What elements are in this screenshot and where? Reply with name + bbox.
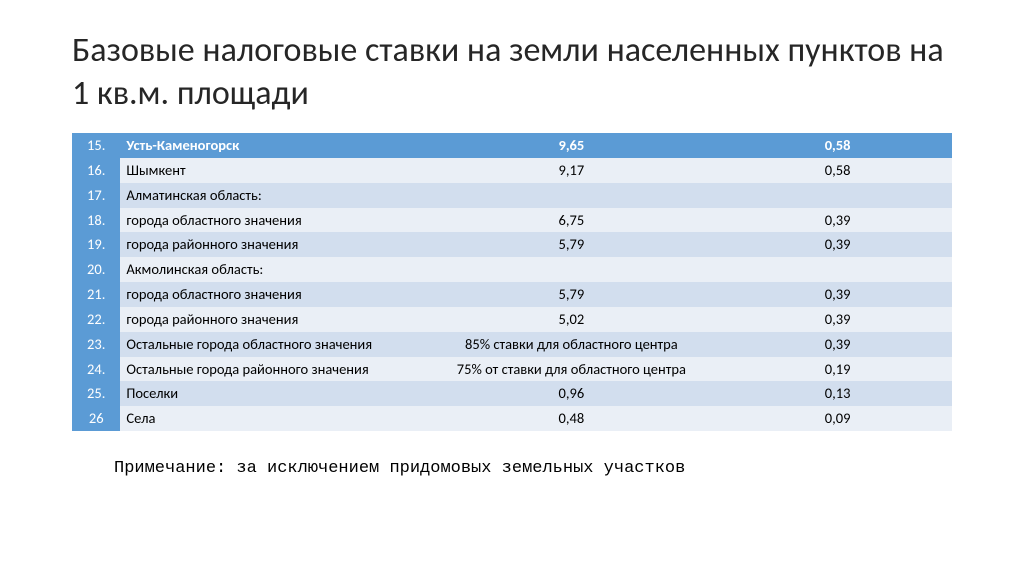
table-row: 22.города районного значения5,020,39 xyxy=(72,307,952,332)
row-rate-1: 0,96 xyxy=(420,381,724,406)
row-rate-1: 5,79 xyxy=(420,232,724,257)
table-row: 15.Усть-Каменогорск9,650,58 xyxy=(72,133,952,158)
row-rate-2: 0,39 xyxy=(723,307,952,332)
slide-title: Базовые налоговые ставки на земли населе… xyxy=(72,30,952,115)
row-rate-1: 9,65 xyxy=(420,133,724,158)
row-name: города областного значения xyxy=(120,282,419,307)
row-name: Усть-Каменогорск xyxy=(120,133,419,158)
row-name: Поселки xyxy=(120,381,419,406)
row-rate-2: 0,39 xyxy=(723,208,952,233)
row-number: 25. xyxy=(72,381,120,406)
row-rate-1: 0,48 xyxy=(420,406,724,431)
table-row: 16.Шымкент9,170,58 xyxy=(72,158,952,183)
table-row: 21.города областного значения5,790,39 xyxy=(72,282,952,307)
row-number: 22. xyxy=(72,307,120,332)
row-name: Алматинская область: xyxy=(120,183,419,208)
row-rate-1: 9,17 xyxy=(420,158,724,183)
table-row: 20.Акмолинская область: xyxy=(72,257,952,282)
row-number: 17. xyxy=(72,183,120,208)
row-rate-1: 85% ставки для областного центра xyxy=(420,332,724,357)
footnote: Примечание: за исключением придомовых зе… xyxy=(72,459,952,478)
row-rate-2: 0,58 xyxy=(723,133,952,158)
row-name: Села xyxy=(120,406,419,431)
row-rate-1: 75% от ставки для областного центра xyxy=(420,357,724,382)
table-row: 19.города районного значения5,790,39 xyxy=(72,232,952,257)
row-rate-2: 0,58 xyxy=(723,158,952,183)
rates-table: 15.Усть-Каменогорск9,650,5816.Шымкент9,1… xyxy=(72,133,952,431)
row-number: 21. xyxy=(72,282,120,307)
table-row: 24.Остальные города районного значения75… xyxy=(72,357,952,382)
row-number: 26 xyxy=(72,406,120,431)
row-name: Шымкент xyxy=(120,158,419,183)
row-name: города районного значения xyxy=(120,307,419,332)
row-rate-1: 6,75 xyxy=(420,208,724,233)
row-number: 20. xyxy=(72,257,120,282)
row-name: города областного значения xyxy=(120,208,419,233)
row-number: 23. xyxy=(72,332,120,357)
row-rate-2: 0,09 xyxy=(723,406,952,431)
row-rate-2: 0,39 xyxy=(723,282,952,307)
row-rate-2: 0,13 xyxy=(723,381,952,406)
table-row: 23.Остальные города областного значения8… xyxy=(72,332,952,357)
row-number: 19. xyxy=(72,232,120,257)
row-name: Остальные города областного значения xyxy=(120,332,419,357)
row-name: города районного значения xyxy=(120,232,419,257)
row-rate-2: 0,19 xyxy=(723,357,952,382)
row-rate-2 xyxy=(723,257,952,282)
table-row: 26Села0,480,09 xyxy=(72,406,952,431)
row-name: Акмолинская область: xyxy=(120,257,419,282)
table-row: 25.Поселки0,960,13 xyxy=(72,381,952,406)
row-number: 24. xyxy=(72,357,120,382)
row-rate-2: 0,39 xyxy=(723,332,952,357)
row-number: 15. xyxy=(72,133,120,158)
row-rate-1: 5,02 xyxy=(420,307,724,332)
table-row: 18.города областного значения6,750,39 xyxy=(72,208,952,233)
row-name: Остальные города районного значения xyxy=(120,357,419,382)
row-rate-1 xyxy=(420,183,724,208)
row-number: 16. xyxy=(72,158,120,183)
row-rate-2 xyxy=(723,183,952,208)
row-rate-1: 5,79 xyxy=(420,282,724,307)
row-number: 18. xyxy=(72,208,120,233)
row-rate-1 xyxy=(420,257,724,282)
row-rate-2: 0,39 xyxy=(723,232,952,257)
table-row: 17.Алматинская область: xyxy=(72,183,952,208)
